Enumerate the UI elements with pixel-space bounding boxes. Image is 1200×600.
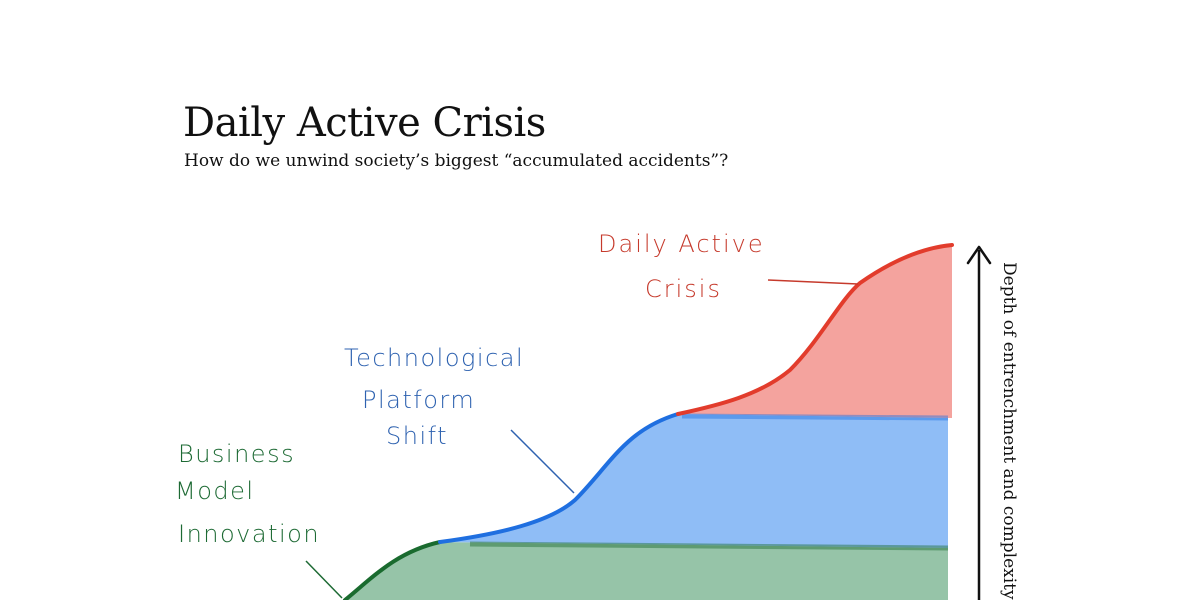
crisis-curve: [676, 243, 954, 416]
business-label-line-2: Model: [175, 477, 255, 505]
y-axis-arrowhead: [966, 245, 992, 265]
business-curve: [343, 540, 442, 600]
platform-top-edge: [681, 413, 949, 421]
platform-band: [440, 414, 948, 548]
platform-label-line-3: Shift: [386, 422, 448, 450]
business-label-line-3: Innovation: [178, 520, 320, 548]
crisis-leader-line: [767, 279, 859, 285]
business-leader-line: [305, 560, 343, 599]
page-title: Daily Active Crisis: [183, 100, 546, 146]
crisis-label-line-1: Daily Active: [598, 230, 765, 258]
business-band: [345, 542, 948, 600]
y-axis-label: Depth of entrenchment and complexity: [999, 262, 1019, 600]
business-label-line-1: Business: [178, 440, 295, 468]
crisis-band: [678, 245, 952, 418]
platform-label-line-2: Platform: [362, 386, 475, 414]
platform-leader-line: [510, 429, 575, 494]
business-top-edge: [469, 541, 949, 551]
platform-curve: [438, 412, 680, 544]
page-subtitle: How do we unwind society’s biggest “accu…: [184, 151, 729, 171]
crisis-label-line-2: Crisis: [645, 275, 722, 303]
platform-label-line-1: Technological: [344, 344, 524, 372]
